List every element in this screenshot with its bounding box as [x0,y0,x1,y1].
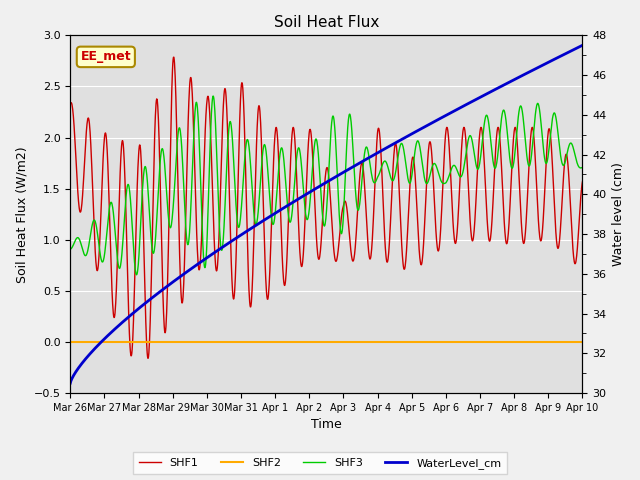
SHF3 [209,93,217,99]
SHF1 [579,179,586,184]
SHF2 [303,339,311,345]
Y-axis label: Soil Heat Flux (W/m2): Soil Heat Flux (W/m2) [15,146,28,283]
SHF1 [127,352,134,358]
SHF2 [106,339,114,345]
WaterLevel_cm [106,331,114,336]
WaterLevel_cm [303,191,311,196]
SHF2 [127,339,134,345]
SHF3 [67,246,74,252]
SHF1 [170,54,178,60]
SHF3 [284,211,292,217]
Title: Soil Heat Flux: Soil Heat Flux [274,15,379,30]
Legend: SHF1, SHF2, SHF3, WaterLevel_cm: SHF1, SHF2, SHF3, WaterLevel_cm [133,453,507,474]
SHF3 [358,171,366,177]
Line: SHF1: SHF1 [70,57,582,358]
Line: SHF3: SHF3 [70,96,582,275]
SHF2 [294,339,302,345]
Text: EE_met: EE_met [81,50,131,63]
SHF2 [67,339,74,345]
WaterLevel_cm [579,42,586,48]
SHF3 [304,215,312,220]
SHF1 [358,161,366,167]
SHF1 [145,355,152,361]
SHF3 [132,272,140,277]
SHF1 [106,226,114,231]
SHF1 [295,230,303,236]
SHF2 [579,339,586,345]
SHF1 [284,221,292,227]
X-axis label: Time: Time [311,419,342,432]
WaterLevel_cm [284,203,291,208]
WaterLevel_cm [67,380,74,386]
SHF3 [127,201,134,207]
SHF1 [67,101,74,107]
SHF2 [358,339,365,345]
SHF3 [579,165,586,170]
WaterLevel_cm [127,312,134,318]
WaterLevel_cm [294,196,302,202]
SHF3 [106,203,114,208]
SHF1 [304,145,312,151]
SHF2 [284,339,291,345]
Y-axis label: Water level (cm): Water level (cm) [612,162,625,266]
SHF3 [295,145,303,151]
Line: WaterLevel_cm: WaterLevel_cm [70,45,582,383]
WaterLevel_cm [358,159,365,165]
